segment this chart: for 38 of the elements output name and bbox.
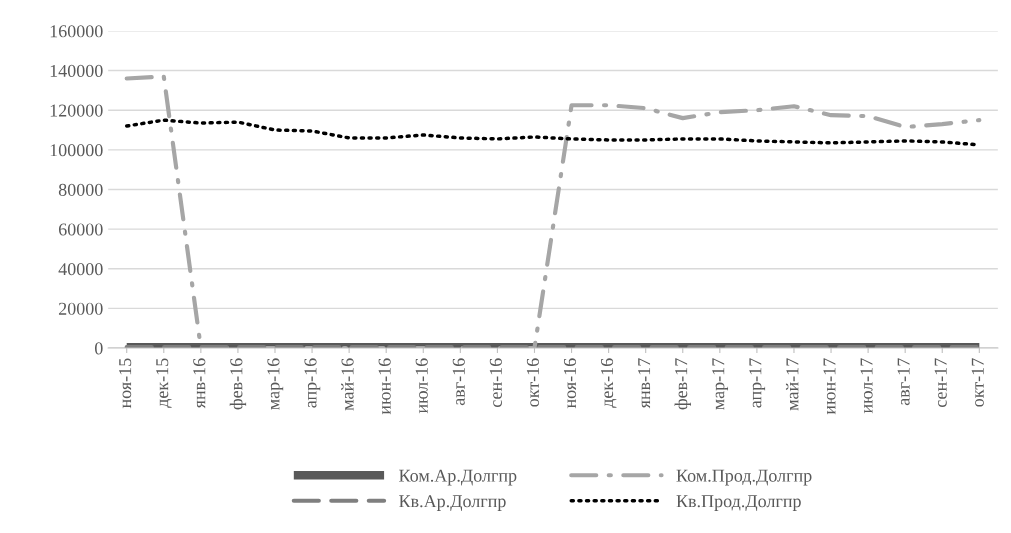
x-tick-label: ноя-16 xyxy=(563,358,577,409)
x-tick-label: янв-17 xyxy=(638,358,651,409)
x-tick-label: авг-17 xyxy=(897,358,910,406)
x-tick-label: апр-17 xyxy=(749,358,766,408)
x-tick-label: сен-17 xyxy=(934,358,947,408)
x-tick-label: апр-16 xyxy=(304,358,321,408)
y-tick-label: 0 xyxy=(94,342,103,355)
y-tick-label: 20000 xyxy=(58,302,103,315)
y-tick-label: 100000 xyxy=(50,144,103,157)
x-tick-label: фев-17 xyxy=(674,358,691,410)
x-tick-label: окт-16 xyxy=(526,358,539,407)
y-tick-label: 60000 xyxy=(58,223,103,236)
y-tick-label: 40000 xyxy=(58,263,103,276)
legend-label: Ком.Прод.Долгпр xyxy=(676,469,812,486)
x-tick-label: мар-16 xyxy=(267,358,284,410)
x-tick-label: фев-16 xyxy=(229,358,247,410)
x-tick-label: янв-16 xyxy=(193,358,206,409)
legend-label: Ком.Ар.Долгпр xyxy=(399,469,517,486)
x-tick-label: май-16 xyxy=(341,358,354,411)
x-tick-label: дек-16 xyxy=(601,358,617,408)
y-tick-label: 120000 xyxy=(50,104,103,117)
x-tick-label: июн-16 xyxy=(378,358,391,415)
x-tick-label: сен-16 xyxy=(489,358,502,408)
x-tick-label: дек-15 xyxy=(156,358,172,408)
x-tick-label: авг-16 xyxy=(452,358,465,406)
x-tick-label: июл-16 xyxy=(415,358,428,414)
x-tick-label: июн-17 xyxy=(823,358,836,415)
line-series xyxy=(124,74,982,349)
y-tick-label: 140000 xyxy=(50,64,103,77)
y-tick-label: 160000 xyxy=(50,25,103,38)
x-tick-label: мар-17 xyxy=(712,358,729,410)
x-tick-label: ноя-15 xyxy=(119,358,132,409)
x-tick-label: июл-17 xyxy=(860,358,873,414)
y-tick-label: 80000 xyxy=(58,183,103,196)
legend-label: Кв.Ар.Долгпр xyxy=(399,495,506,511)
legend-label: Кв.Прод.Долгпр xyxy=(676,495,801,511)
x-tick-label: окт-17 xyxy=(971,358,984,407)
x-tick-label: май-17 xyxy=(785,358,799,411)
